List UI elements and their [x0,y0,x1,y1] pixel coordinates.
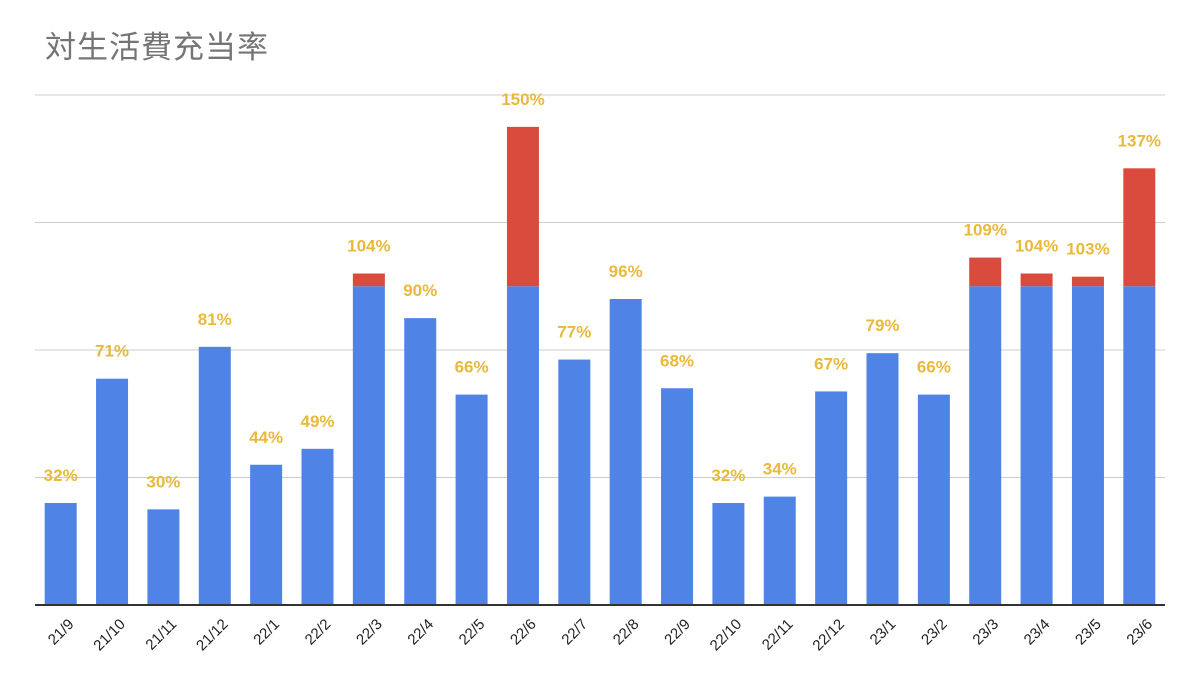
data-label: 104% [347,237,390,256]
bar-segment-base [352,286,385,605]
x-tick-label: 21/10 [90,616,129,655]
bar-segment-base [712,503,745,605]
bar-segment-base [96,378,129,605]
data-label: 66% [455,358,489,377]
bar-segment-excess [969,257,1002,287]
data-label: 30% [146,472,180,491]
bar-segment-excess [506,126,539,287]
x-tick-label: 23/4 [1021,616,1054,649]
bar-segment-base [815,391,848,605]
data-label: 66% [917,358,951,377]
data-label: 90% [403,281,437,300]
x-tick-label: 23/3 [969,616,1002,649]
data-label: 96% [609,262,643,281]
x-tick-label: 22/2 [302,616,335,649]
bar-segment-base [917,394,950,605]
data-label: 77% [557,323,591,342]
bar-segment-base [250,464,283,605]
bar-segment-base [506,286,539,605]
data-label: 137% [1118,131,1161,150]
x-tick-label: 22/9 [661,616,694,649]
bar-segment-base [455,394,488,605]
data-label: 109% [963,221,1006,240]
data-label: 103% [1066,240,1109,259]
x-tick-label: 21/12 [193,616,232,655]
data-label: 49% [300,412,334,431]
value-labels: 32% 71% 30% 81% 44% 49% 104% 90% 66% 150% 77% 96% 68… [44,90,1161,492]
data-label: 79% [865,316,899,335]
x-tick-label: 22/1 [250,616,283,649]
x-tick-label: 22/12 [809,616,848,655]
x-tick-label: 23/6 [1123,616,1156,649]
data-label: 32% [44,466,78,485]
bar-segment-excess [1071,276,1104,287]
bar-segment-base [969,286,1002,605]
x-tick-label: 23/1 [867,616,900,649]
bar-segment-base [763,496,796,605]
data-label: 32% [711,466,745,485]
data-label: 150% [501,90,544,109]
data-label: 44% [249,428,283,447]
bar-segment-base [1020,286,1053,605]
bar-segment-excess [1020,273,1053,287]
bar-segment-base [1071,286,1104,605]
data-label: 34% [763,460,797,479]
bar-segment-base [44,503,77,605]
x-tick-label: 22/10 [707,616,746,655]
x-tick-label: 22/4 [404,616,437,649]
bar-segment-base [558,359,591,605]
bar-segment-base [1123,286,1156,605]
x-axis-ticks: 21/9 21/10 21/11 21/12 22/1 22/2 22/3 22/4 22/5 2… [45,616,1156,655]
bar-segment-base [301,448,334,605]
x-tick-label: 23/2 [918,616,951,649]
x-tick-label: 22/8 [610,616,643,649]
x-tick-label: 21/11 [142,616,180,654]
bar-segment-base [661,388,694,605]
bar-segment-base [609,299,642,605]
x-tick-label: 22/7 [558,616,591,649]
bar-segment-excess [1123,168,1156,287]
data-label: 67% [814,354,848,373]
bar-segment-excess [352,273,385,287]
x-tick-label: 22/5 [456,616,489,649]
bar-segment-base [198,346,231,605]
bar-segment-base [147,509,180,605]
x-tick-label: 22/6 [507,616,540,649]
x-tick-label: 22/11 [759,616,797,654]
chart-title: 対生活費充当率 [45,30,269,66]
data-label: 104% [1015,237,1058,256]
bars [44,126,1156,605]
data-label: 68% [660,351,694,370]
data-label: 81% [198,310,232,329]
x-tick-label: 21/9 [45,616,78,649]
bar-segment-base [866,353,899,605]
x-tick-label: 23/5 [1072,616,1105,649]
x-tick-label: 22/3 [353,616,386,649]
bar-segment-base [404,318,437,605]
data-label: 71% [95,342,129,361]
